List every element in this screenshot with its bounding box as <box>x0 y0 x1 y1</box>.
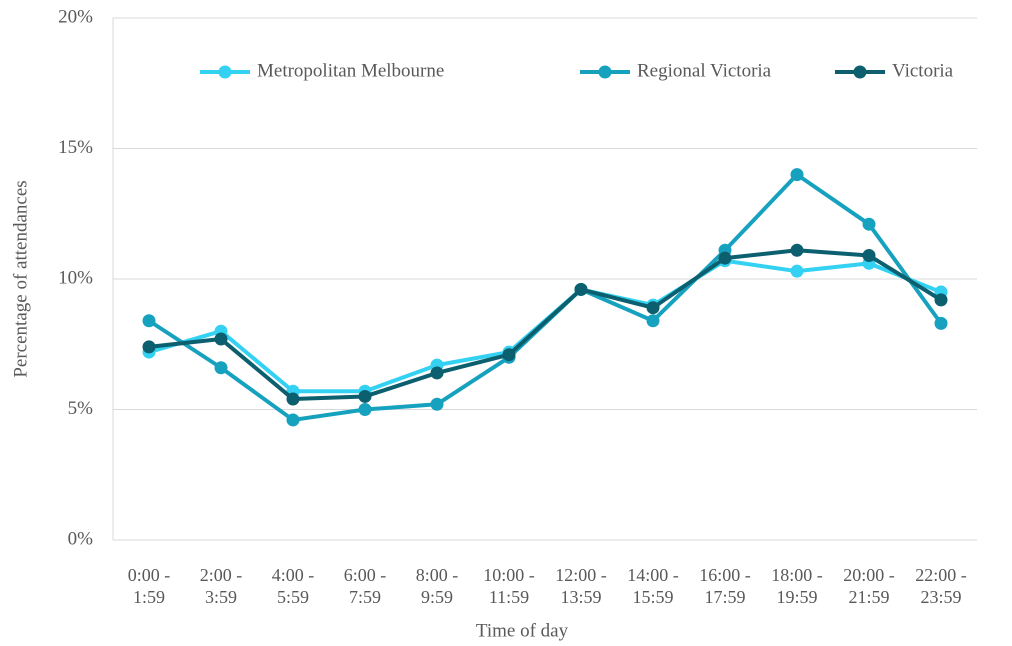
x-tick-label: 4:00 - 5:59 <box>271 565 315 607</box>
point <box>790 168 804 182</box>
x-tick-label: 18:00 - 19:59 <box>771 565 823 607</box>
y-tick-label: 5% <box>68 398 94 419</box>
x-axis-label: Time of day <box>476 620 569 641</box>
legend-marker <box>598 65 612 79</box>
x-tick-label: 14:00 - 15:59 <box>627 565 679 607</box>
x-tick-label: 8:00 - 9:59 <box>415 565 459 607</box>
point <box>142 340 156 354</box>
point <box>862 217 876 231</box>
x-tick-label: 10:00 - 11:59 <box>483 565 535 607</box>
y-axis-label: Percentage of attendances <box>10 180 31 377</box>
x-tick-label: 20:00 - 21:59 <box>843 565 895 607</box>
y-tick-label: 0% <box>68 528 94 549</box>
point <box>934 293 948 307</box>
point <box>430 366 444 380</box>
point <box>718 251 732 265</box>
point <box>430 397 444 411</box>
x-tick-label: 6:00 - 7:59 <box>343 565 387 607</box>
y-tick-label: 10% <box>58 267 93 288</box>
point <box>502 348 516 362</box>
point <box>214 361 228 375</box>
y-tick-label: 20% <box>58 6 93 27</box>
point <box>790 264 804 278</box>
x-tick-label: 16:00 - 17:59 <box>699 565 751 607</box>
point <box>214 332 228 346</box>
point <box>358 403 372 416</box>
legend-marker <box>853 65 867 79</box>
point <box>142 314 156 328</box>
x-tick-label: 2:00 - 3:59 <box>199 565 243 607</box>
series-line <box>147 172 943 422</box>
point <box>358 389 372 403</box>
y-tick-label: 15% <box>58 137 93 158</box>
point <box>646 314 660 328</box>
legend-marker <box>218 65 232 79</box>
legend-label: Victoria <box>892 60 954 81</box>
point <box>286 413 300 427</box>
x-tick-label: 12:00 - 13:59 <box>555 565 607 607</box>
point <box>790 243 804 257</box>
x-tick-label: 22:00 - 23:59 <box>915 565 967 607</box>
legend-label: Regional Victoria <box>637 60 772 81</box>
point <box>862 249 876 263</box>
point <box>574 282 588 296</box>
x-tick-label: 0:00 - 1:59 <box>127 565 171 607</box>
series-line <box>148 248 943 402</box>
point <box>286 392 300 406</box>
point <box>934 316 948 330</box>
point <box>646 301 660 315</box>
legend-label: Metropolitan Melbourne <box>257 60 444 81</box>
